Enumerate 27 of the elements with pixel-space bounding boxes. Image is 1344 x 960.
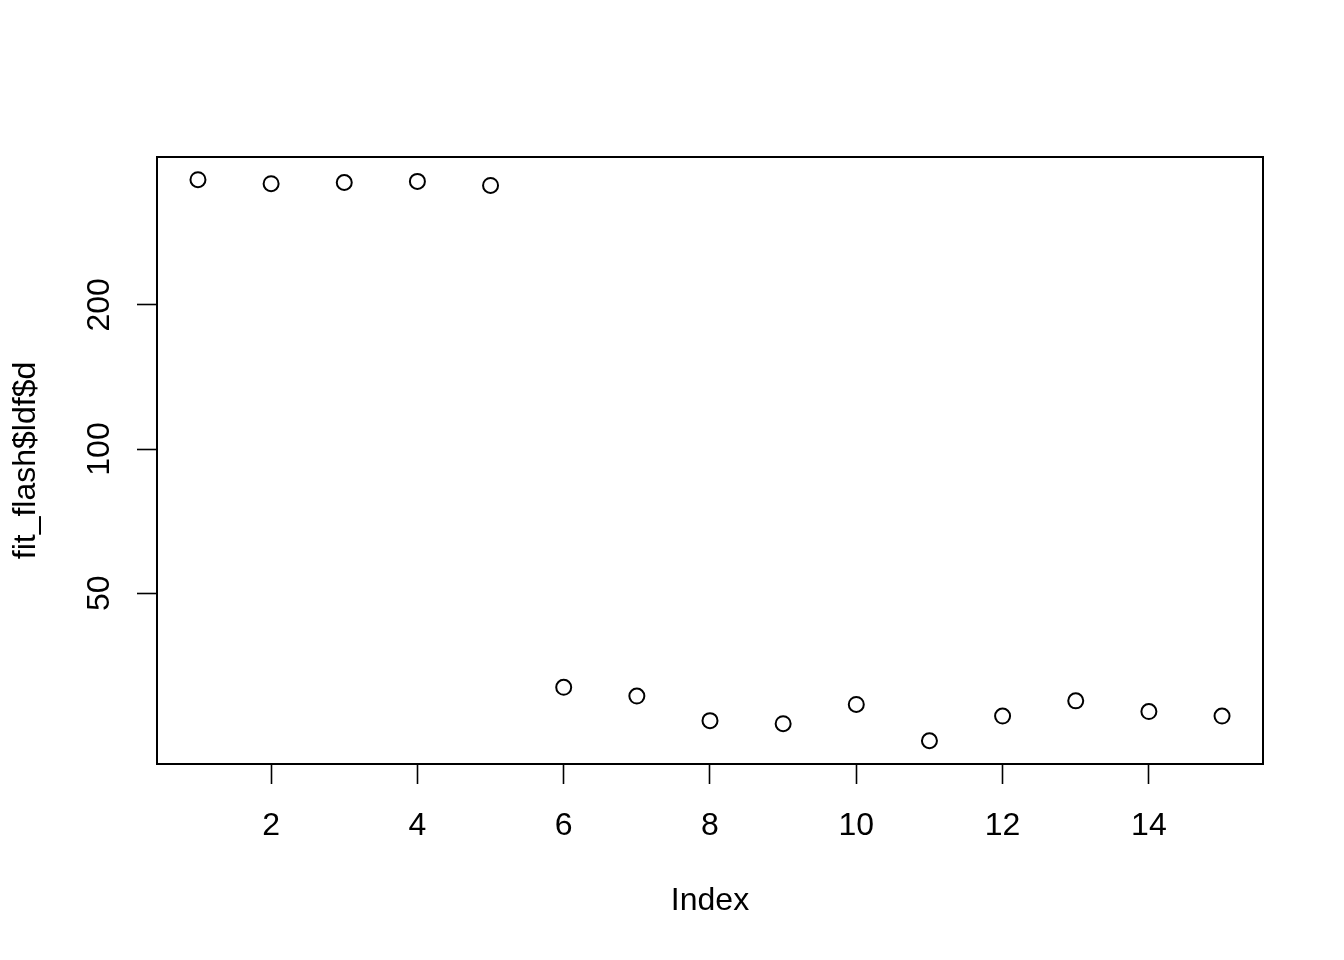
y-tick-label: 50: [80, 575, 117, 611]
point: [408, 172, 426, 190]
y-axis-title: fit_flash$ldf$d: [6, 361, 43, 560]
x-axis-title: Index: [670, 880, 750, 917]
x-tick-label: 2: [262, 806, 281, 843]
x-tick-label: 6: [554, 806, 573, 843]
point: [189, 171, 207, 189]
x-tick-label: 4: [408, 806, 427, 843]
point: [482, 176, 500, 194]
point: [1067, 692, 1085, 710]
point: [994, 707, 1012, 725]
point: [555, 678, 573, 696]
y-tick-label: 200: [80, 278, 117, 332]
x-tick-label: 8: [701, 806, 719, 843]
x-tick-label: 14: [1131, 806, 1167, 843]
x-tick-label: 12: [984, 806, 1021, 843]
point: [262, 175, 280, 193]
point: [774, 715, 792, 733]
x-tick-label: 10: [838, 806, 875, 843]
point: [847, 695, 865, 713]
point: [335, 174, 353, 192]
y-tick-label: 100: [80, 422, 117, 476]
point: [1213, 707, 1231, 725]
point: [1140, 703, 1158, 721]
point: [920, 732, 938, 750]
point: [701, 712, 719, 730]
point: [628, 687, 646, 705]
